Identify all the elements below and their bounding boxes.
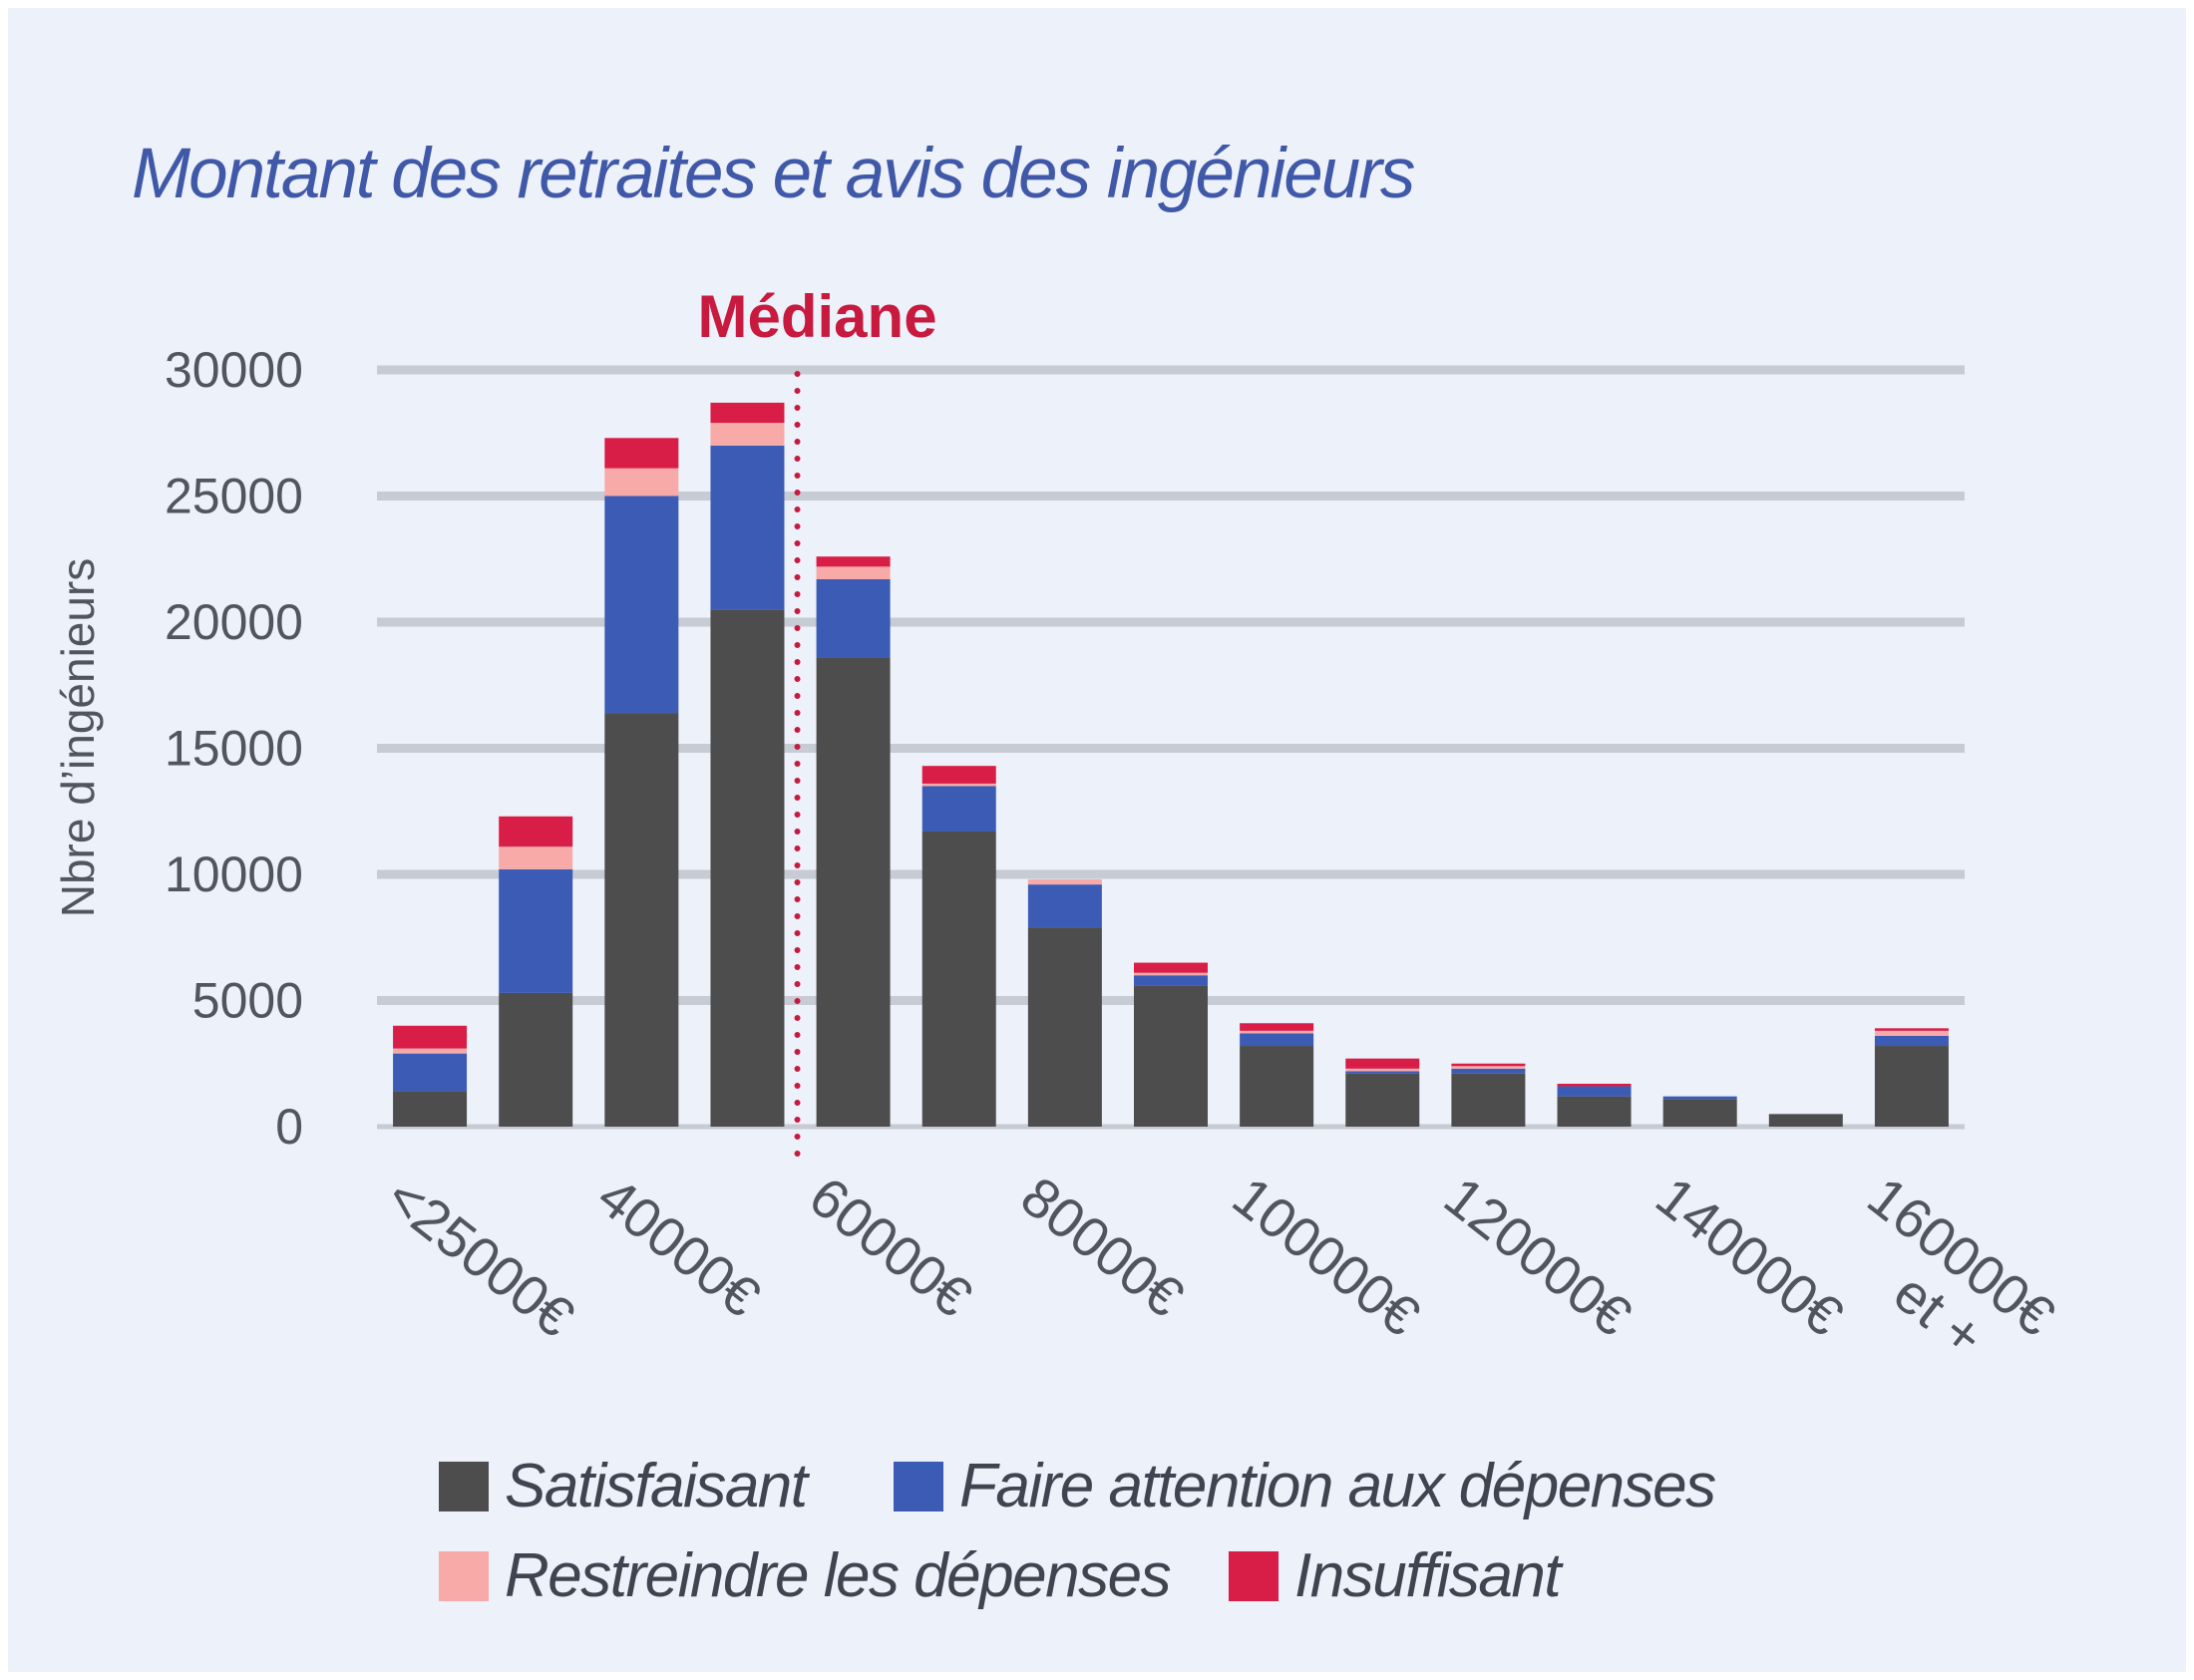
- y-tick-label: 10000: [165, 846, 303, 902]
- x-tick-line: 40000€: [586, 1165, 772, 1329]
- median-annotation: Médiane: [698, 283, 937, 1172]
- chart-title: Montant des retraites et avis des ingéni…: [132, 135, 1415, 213]
- y-tick-label: 15000: [165, 721, 303, 777]
- x-tick-label: <25000€: [375, 1165, 586, 1349]
- bar-segment: [1345, 1068, 1420, 1072]
- x-tick-line: 140000€: [1645, 1165, 1855, 1348]
- legend-label: Insuffisant: [1294, 1541, 1564, 1610]
- legend-swatch: [439, 1462, 489, 1512]
- x-tick-label: 40000€: [586, 1165, 772, 1329]
- y-axis-label: Nbre d’ingénieurs: [52, 558, 104, 918]
- legend-swatch: [1229, 1551, 1279, 1601]
- legend-label: Satisfaisant: [505, 1452, 811, 1520]
- bar-segment: [1345, 1058, 1420, 1069]
- bar-segment: [921, 783, 996, 787]
- bar-segment: [1874, 1028, 1949, 1031]
- bar-segment: [710, 445, 785, 610]
- bar-segment: [1345, 1073, 1420, 1127]
- bar-segment: [1027, 927, 1102, 1127]
- bar-segment: [1557, 1086, 1632, 1097]
- bar-segment: [1451, 1063, 1526, 1067]
- x-tick-line: 100000€: [1222, 1165, 1432, 1348]
- x-axis-ticks: <25000€ 40000€ 60000€ 80000€ 100000€ 120000€ 1…: [375, 1165, 2067, 1395]
- bar-segment: [816, 657, 891, 1127]
- chart: Montant des retraites et avis des ingéni…: [52, 135, 2067, 1610]
- bar-segment: [921, 831, 996, 1127]
- x-tick-label: 120000€: [1433, 1165, 1644, 1348]
- x-tick-label: 80000€: [1009, 1165, 1195, 1329]
- bar-segment: [393, 1053, 468, 1092]
- bar-segment: [1557, 1083, 1632, 1087]
- bar-segment: [1240, 1046, 1314, 1127]
- legend-label: Restreindre les dépenses: [505, 1541, 1171, 1610]
- bar-segment: [921, 786, 996, 832]
- bar-segment: [604, 496, 679, 714]
- x-tick-line: 120000€: [1433, 1165, 1644, 1348]
- bar-segment: [816, 578, 891, 658]
- bar-segment: [921, 766, 996, 784]
- bar-segment: [1451, 1073, 1526, 1127]
- bar-segment: [1134, 985, 1208, 1127]
- legend: Satisfaisant Faire attention aux dépenses…: [439, 1452, 1717, 1610]
- bar-segment: [604, 468, 679, 497]
- bars: [393, 402, 1949, 1127]
- bar-segment: [1768, 1114, 1843, 1127]
- bar-segment: [393, 1091, 468, 1127]
- bar-segment: [1557, 1096, 1632, 1127]
- x-tick-label: 60000€: [798, 1165, 983, 1329]
- bar-segment: [1345, 1071, 1420, 1074]
- y-tick-label: 0: [275, 1099, 303, 1155]
- y-tick-label: 25000: [165, 469, 303, 524]
- bar-segment: [1451, 1066, 1526, 1069]
- legend-swatch: [439, 1551, 489, 1601]
- x-tick-line: 60000€: [798, 1165, 983, 1329]
- bar-segment: [1027, 884, 1102, 928]
- bar-segment: [1134, 975, 1208, 986]
- x-tick-line: <25000€: [375, 1165, 586, 1349]
- y-axis-ticks: 0 5000 10000 15000 20000 25000 30000: [165, 342, 303, 1155]
- x-tick-label: 160000€et +: [1820, 1165, 2067, 1395]
- bar-segment: [1240, 1033, 1314, 1047]
- bar-segment: [1451, 1068, 1526, 1074]
- y-tick-label: 30000: [165, 342, 303, 398]
- bar-segment: [1240, 1023, 1314, 1031]
- legend-swatch: [894, 1462, 943, 1512]
- bar-segment: [1134, 972, 1208, 976]
- median-label: Médiane: [698, 283, 937, 350]
- x-tick-label: 140000€: [1645, 1165, 1855, 1348]
- bar-segment: [1874, 1046, 1949, 1127]
- bar-segment: [710, 402, 785, 424]
- bar-segment: [499, 992, 573, 1127]
- bar-segment: [393, 1048, 468, 1054]
- bar-segment: [1874, 1035, 1949, 1047]
- y-tick-label: 5000: [192, 973, 303, 1029]
- bar-segment: [1240, 1030, 1314, 1034]
- bar-segment: [816, 556, 891, 567]
- bar-segment: [816, 566, 891, 579]
- bar-segment: [1134, 962, 1208, 973]
- bar-segment: [604, 713, 679, 1127]
- bar-segment: [710, 609, 785, 1127]
- bar-segment: [1662, 1099, 1737, 1127]
- y-tick-label: 20000: [165, 594, 303, 650]
- x-tick-line: 80000€: [1009, 1165, 1195, 1329]
- bar-segment: [1874, 1030, 1949, 1036]
- bar-segment: [1027, 879, 1102, 885]
- legend-label: Faire attention aux dépenses: [959, 1452, 1715, 1520]
- bar-segment: [1662, 1096, 1737, 1100]
- bar-segment: [499, 868, 573, 993]
- x-tick-label: 100000€: [1222, 1165, 1432, 1348]
- chart-card: Montant des retraites et avis des ingéni…: [8, 8, 2186, 1672]
- bar-segment: [604, 438, 679, 469]
- bar-segment: [499, 816, 573, 847]
- bar-segment: [710, 423, 785, 446]
- bar-segment: [393, 1025, 468, 1049]
- bar-segment: [499, 846, 573, 869]
